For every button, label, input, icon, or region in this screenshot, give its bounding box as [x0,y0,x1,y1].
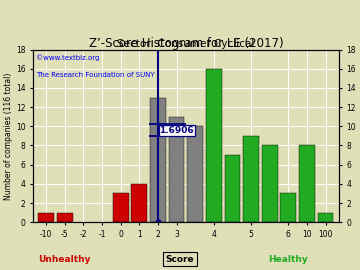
Text: 1.6906: 1.6906 [159,126,194,135]
Text: ©www.textbiz.org: ©www.textbiz.org [36,55,100,61]
Bar [169,117,184,222]
Bar [206,69,222,222]
Bar [57,212,73,222]
Bar [280,193,296,222]
Bar [225,155,240,222]
Y-axis label: Number of companies (116 total): Number of companies (116 total) [4,72,13,200]
Title: Z’-Score Histogram for LE (2017): Z’-Score Histogram for LE (2017) [89,36,283,50]
Text: The Research Foundation of SUNY: The Research Foundation of SUNY [36,72,155,78]
Text: Score: Score [166,255,194,264]
Bar [113,193,129,222]
Bar [299,146,315,222]
Bar [318,212,333,222]
Bar [262,146,278,222]
Bar [243,136,259,222]
Bar [131,184,147,222]
Bar [38,212,54,222]
Text: Unhealthy: Unhealthy [39,255,91,264]
Bar [150,97,166,222]
Text: Healthy: Healthy [268,255,308,264]
Text: Sector: Consumer Cyclical: Sector: Consumer Cyclical [117,39,255,49]
Bar [187,126,203,222]
